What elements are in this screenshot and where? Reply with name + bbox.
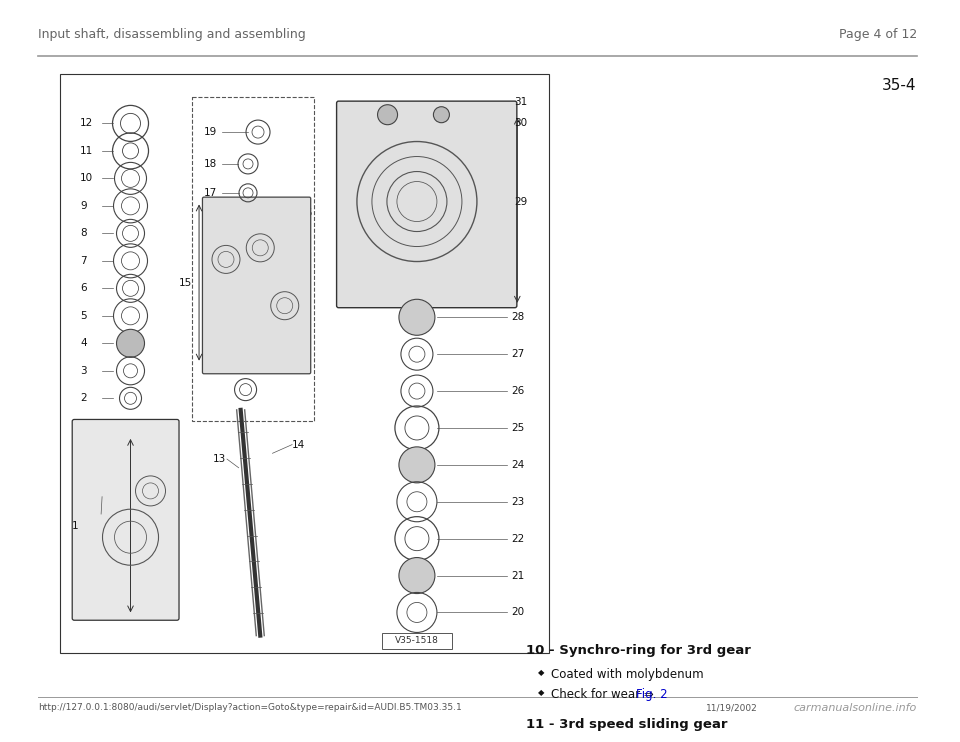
Text: 14: 14 (292, 439, 305, 450)
Text: Check for wear ⇒: Check for wear ⇒ (551, 688, 658, 701)
Text: 26: 26 (512, 386, 524, 396)
Text: 3: 3 (80, 366, 86, 375)
Text: 21: 21 (512, 571, 524, 580)
Text: 23: 23 (512, 496, 524, 507)
Text: 19: 19 (204, 127, 217, 137)
Text: 12: 12 (80, 119, 93, 128)
Text: V35-1518: V35-1518 (395, 636, 439, 646)
FancyBboxPatch shape (203, 197, 311, 374)
Text: 2: 2 (80, 393, 86, 404)
Text: 11/19/2002: 11/19/2002 (706, 703, 757, 712)
Text: 4: 4 (80, 338, 86, 348)
Circle shape (433, 107, 449, 122)
Text: 10 - Synchro-ring for 3rd gear: 10 - Synchro-ring for 3rd gear (526, 644, 751, 657)
Text: 30: 30 (514, 119, 527, 128)
Text: 15: 15 (179, 278, 192, 288)
Text: 9: 9 (80, 201, 86, 211)
Text: 11 - 3rd speed sliding gear: 11 - 3rd speed sliding gear (526, 718, 728, 731)
Text: Coated with molybdenum: Coated with molybdenum (551, 668, 704, 681)
Text: 28: 28 (512, 312, 524, 322)
Text: 1: 1 (72, 521, 79, 531)
Bar (192, 97, 314, 421)
Text: 17: 17 (204, 188, 217, 198)
Text: carmanualsonline.info: carmanualsonline.info (794, 703, 917, 714)
Text: 10: 10 (80, 174, 93, 183)
Text: 31: 31 (514, 97, 527, 107)
Text: 27: 27 (512, 349, 524, 359)
Text: Input shaft, disassembling and assembling: Input shaft, disassembling and assemblin… (38, 28, 306, 42)
FancyBboxPatch shape (337, 101, 516, 308)
Text: 13: 13 (213, 454, 226, 464)
Text: Page 4 of 12: Page 4 of 12 (838, 28, 917, 42)
Text: 16: 16 (300, 208, 313, 218)
Circle shape (399, 557, 435, 594)
Text: Fig. 2: Fig. 2 (636, 688, 668, 701)
Text: 8: 8 (80, 229, 86, 238)
Circle shape (116, 329, 145, 358)
Text: 7: 7 (80, 256, 86, 266)
Circle shape (377, 105, 397, 125)
Text: 18: 18 (204, 159, 217, 169)
Bar (60, 74, 549, 653)
Circle shape (399, 299, 435, 335)
FancyBboxPatch shape (72, 419, 179, 620)
Text: 6: 6 (80, 283, 86, 293)
Text: 5: 5 (80, 311, 86, 321)
Circle shape (399, 447, 435, 483)
Text: 11: 11 (80, 146, 93, 156)
Text: ◆: ◆ (538, 688, 544, 697)
Text: ◆: ◆ (538, 668, 544, 677)
Text: 24: 24 (512, 460, 524, 470)
Bar (382, 633, 452, 649)
Text: 22: 22 (512, 533, 524, 544)
Text: http://127.0.0.1:8080/audi/servlet/Display?action=Goto&type=repair&id=AUDI.B5.TM: http://127.0.0.1:8080/audi/servlet/Displ… (38, 703, 462, 712)
Text: 35-4: 35-4 (882, 78, 917, 93)
Text: 25: 25 (512, 423, 524, 433)
Text: 20: 20 (512, 608, 524, 617)
Text: 29: 29 (514, 197, 527, 206)
